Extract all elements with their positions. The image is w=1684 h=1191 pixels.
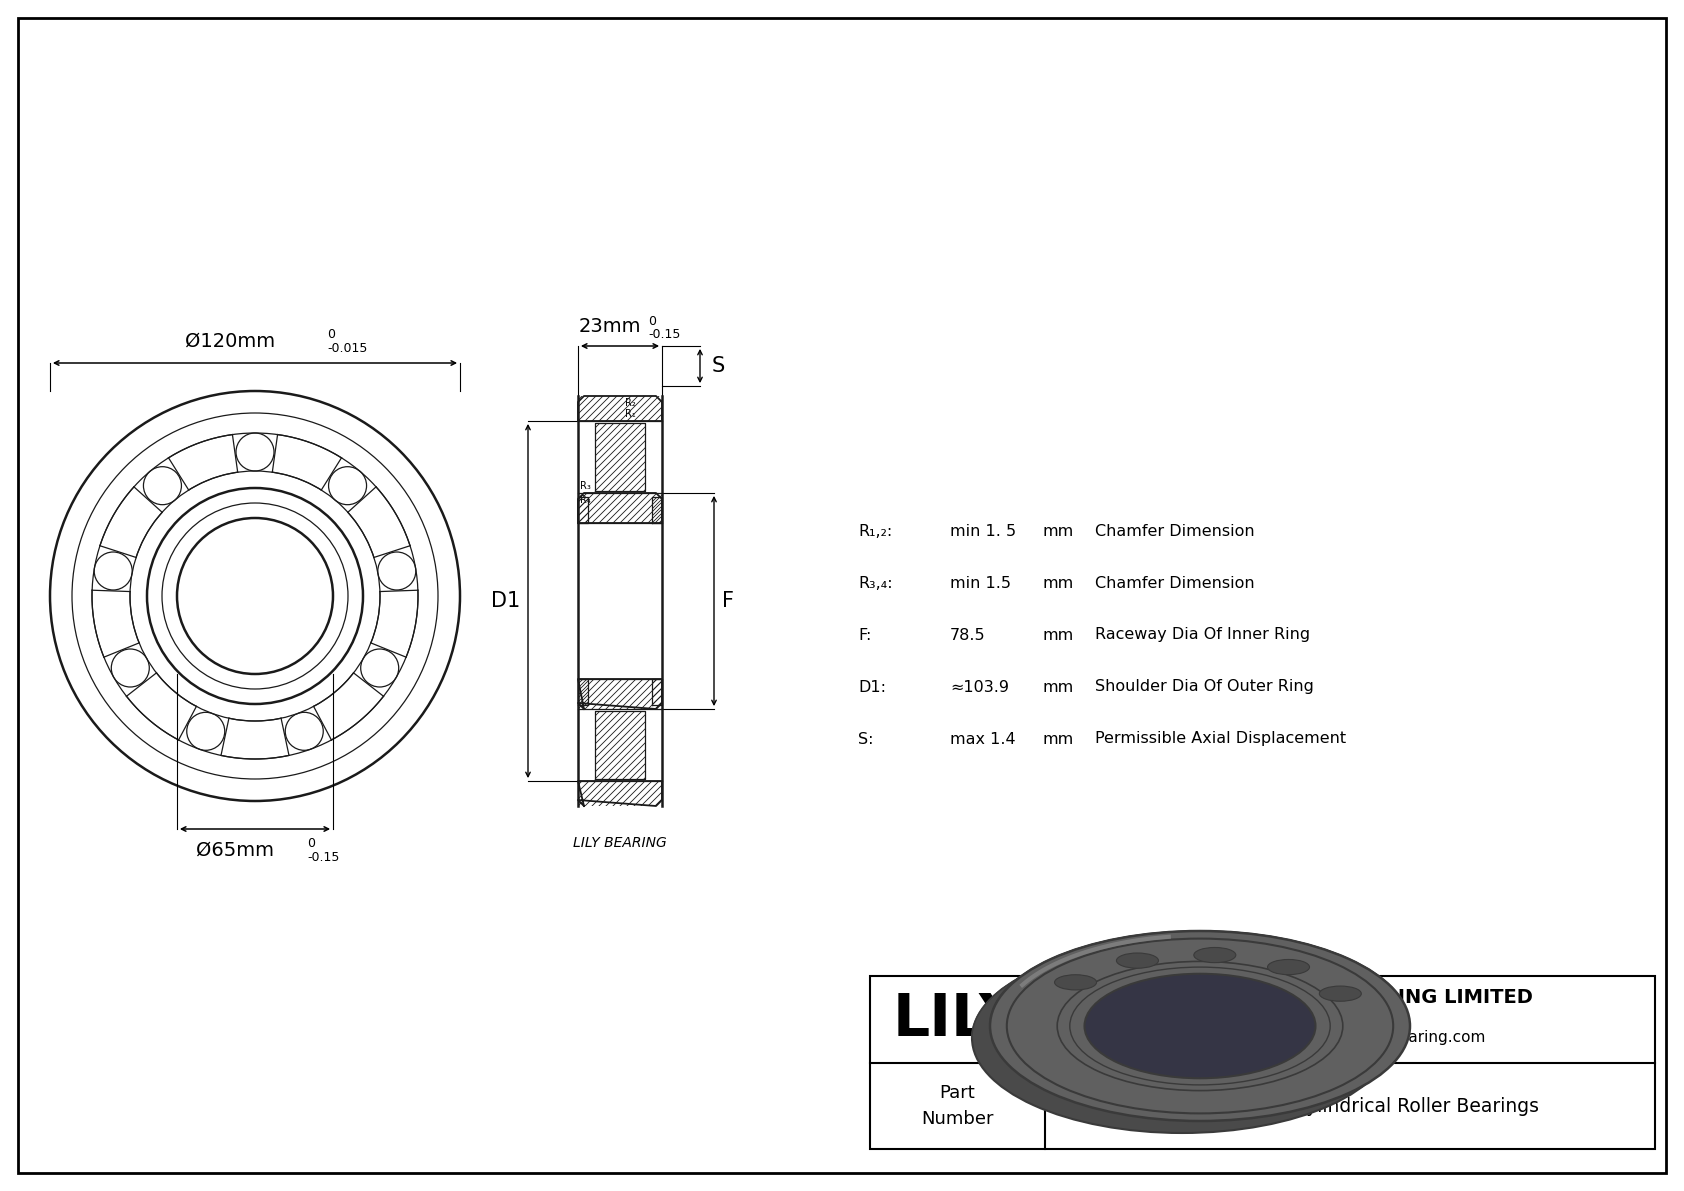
Text: R₄: R₄ [579, 495, 591, 505]
Text: 78.5: 78.5 [950, 628, 985, 642]
Text: R₃,₄:: R₃,₄: [859, 575, 893, 591]
Ellipse shape [1084, 974, 1315, 1078]
Text: mm: mm [1042, 524, 1073, 538]
Text: min 1. 5: min 1. 5 [950, 524, 1015, 538]
Text: Part
Number: Part Number [921, 1084, 994, 1128]
Text: LILY: LILY [893, 991, 1022, 1048]
Text: min 1.5: min 1.5 [950, 575, 1010, 591]
Polygon shape [972, 931, 1399, 1039]
Bar [578, 679, 588, 705]
Bar [578, 679, 588, 705]
Text: R₁: R₁ [625, 409, 637, 419]
Text: NU 213 ECML Cylindrical Roller Bearings: NU 213 ECML Cylindrical Roller Bearings [1160, 1097, 1539, 1116]
Bar [594, 423, 645, 491]
Bar [578, 493, 662, 523]
Ellipse shape [990, 931, 1410, 1121]
Text: ≈103.9: ≈103.9 [950, 680, 1009, 694]
Bar [578, 679, 662, 709]
Bar [652, 497, 662, 523]
Text: -0.015: -0.015 [327, 342, 367, 355]
Text: 0: 0 [648, 314, 657, 328]
Text: mm: mm [1042, 628, 1073, 642]
Text: mm: mm [1042, 680, 1073, 694]
Bar [578, 781, 662, 806]
Text: 0: 0 [327, 328, 335, 341]
Text: R₃: R₃ [579, 481, 591, 491]
Bar [578, 679, 662, 709]
Text: 0: 0 [306, 837, 315, 850]
Ellipse shape [1194, 948, 1236, 962]
Ellipse shape [972, 943, 1393, 1133]
Text: Raceway Dia Of Inner Ring: Raceway Dia Of Inner Ring [1095, 628, 1310, 642]
Bar [871, 975, 1655, 1149]
Text: max 1.4: max 1.4 [950, 731, 1015, 747]
Bar [578, 395, 662, 420]
Text: Ø120mm: Ø120mm [185, 332, 274, 351]
Bar [652, 679, 662, 705]
Bar [594, 711, 645, 779]
Ellipse shape [1066, 986, 1297, 1090]
Bar [578, 493, 662, 523]
Text: R₂: R₂ [625, 398, 637, 409]
Bar [652, 497, 662, 523]
Text: mm: mm [1042, 731, 1073, 747]
Text: Shoulder Dia Of Outer Ring: Shoulder Dia Of Outer Ring [1095, 680, 1314, 694]
Bar [578, 497, 588, 523]
Text: -0.15: -0.15 [306, 852, 340, 863]
Text: D1: D1 [490, 591, 520, 611]
Text: Permissible Axial Displacement: Permissible Axial Displacement [1095, 731, 1346, 747]
Bar [578, 781, 662, 806]
Bar [594, 423, 645, 491]
Text: Chamfer Dimension: Chamfer Dimension [1095, 575, 1255, 591]
Text: mm: mm [1042, 575, 1073, 591]
Text: SHANGHAI LILY BEARING LIMITED: SHANGHAI LILY BEARING LIMITED [1167, 989, 1532, 1008]
Text: Ø65mm: Ø65mm [195, 841, 274, 860]
Ellipse shape [1268, 960, 1310, 974]
Text: 23mm: 23mm [579, 317, 642, 336]
Text: F:: F: [859, 628, 871, 642]
Text: F: F [722, 591, 734, 611]
Text: Email: lilybearing@lily-bearing.com: Email: lilybearing@lily-bearing.com [1214, 1030, 1485, 1045]
Text: S: S [712, 356, 726, 376]
Text: ®: ® [1007, 986, 1027, 1005]
Text: D1:: D1: [859, 680, 886, 694]
Text: -0.15: -0.15 [648, 328, 680, 341]
Ellipse shape [1319, 986, 1361, 1002]
Text: Chamfer Dimension: Chamfer Dimension [1095, 524, 1255, 538]
Bar [652, 679, 662, 705]
Bar [578, 395, 662, 420]
Text: LILY BEARING: LILY BEARING [573, 836, 667, 850]
Bar [594, 711, 645, 779]
Ellipse shape [1054, 974, 1096, 990]
Text: R₁,₂:: R₁,₂: [859, 524, 893, 538]
Text: S:: S: [859, 731, 874, 747]
Bar [578, 497, 588, 523]
Ellipse shape [1116, 953, 1159, 968]
